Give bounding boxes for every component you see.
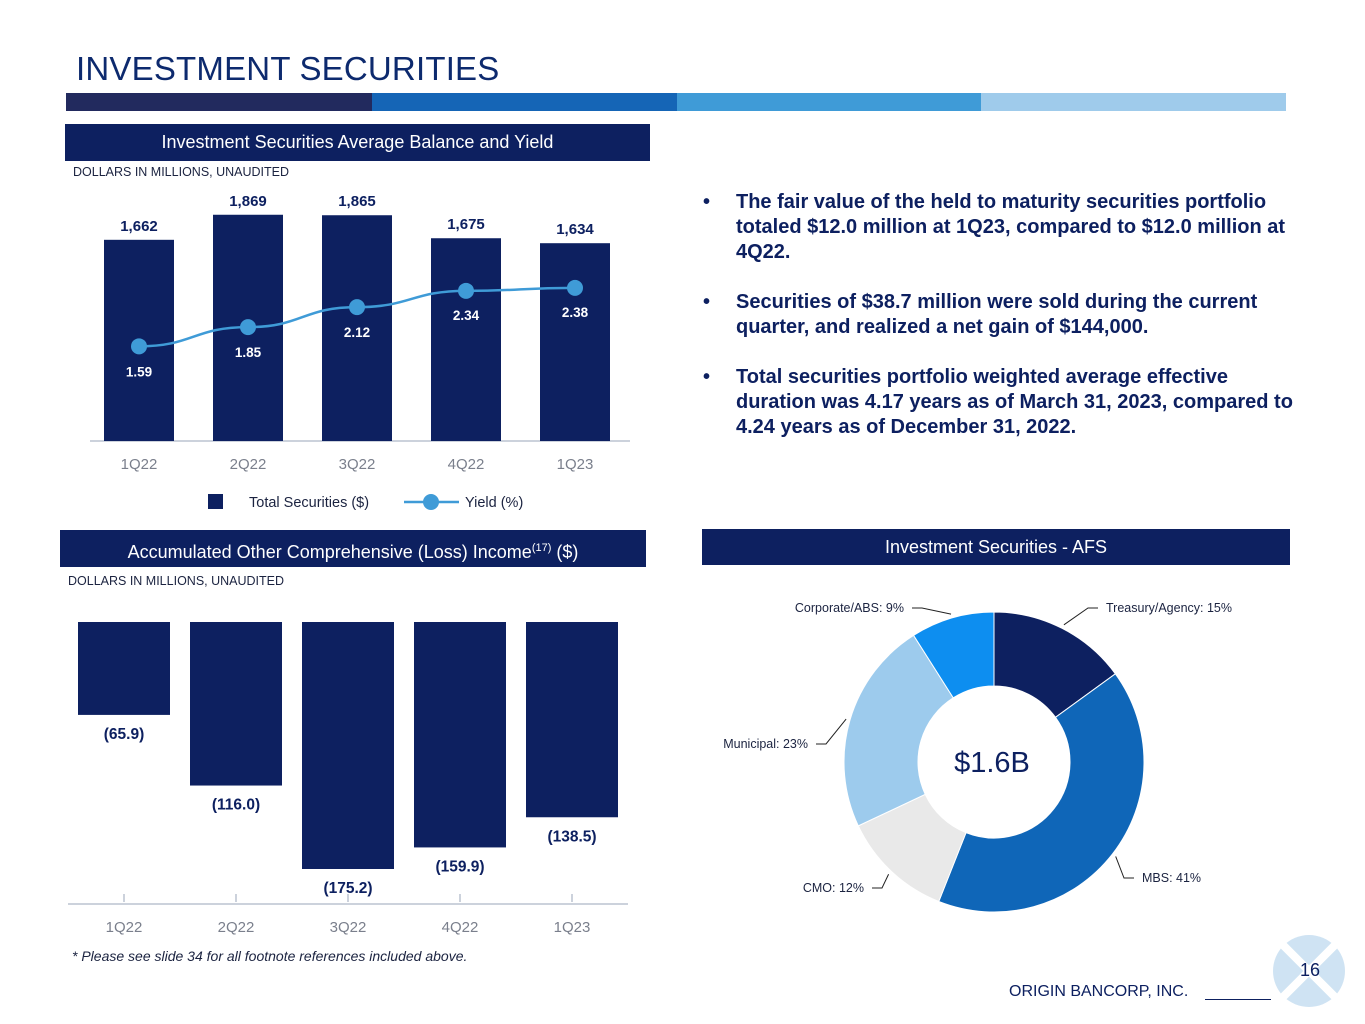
chart2-header-footnote-ref: (17) (531, 542, 552, 554)
slice-label: Corporate/ABS: 9% (795, 601, 904, 615)
bullet-item: • Securities of $38.7 million were sold d… (703, 290, 1303, 340)
bullet-glyph: • (703, 291, 711, 313)
bar-value-label: (138.5) (547, 828, 596, 845)
logo-emblem-icon (1273, 935, 1345, 1007)
bullet-item: • Total securities portfolio weighted ave… (703, 365, 1303, 440)
slice-label: Treasury/Agency: 15% (1106, 601, 1232, 615)
legend-bar-label: Total Securities ($) (249, 495, 369, 511)
x-tick-label: 1Q23 (554, 919, 591, 936)
bullet-glyph: • (703, 366, 711, 388)
donut-slice (843, 634, 954, 827)
color-band-segment (372, 93, 677, 111)
color-band-segment (66, 93, 372, 111)
x-tick-label: 1Q22 (121, 456, 158, 473)
brand-name: ORIGIN BANCORP, INC. (1009, 983, 1189, 1000)
chart3-header: Investment Securities - AFS (702, 529, 1290, 565)
bar-value-label: (116.0) (212, 797, 260, 814)
bar-total-securities (540, 243, 610, 441)
bullet-text: The fair value of the held to maturity s… (736, 191, 1286, 263)
donut-slice (938, 673, 1145, 913)
yield-point (240, 319, 256, 336)
slice-label: MBS: 41% (1142, 871, 1201, 885)
x-tick-label: 4Q22 (448, 456, 485, 473)
bar-total-securities (322, 215, 392, 441)
bar-value-label: (159.9) (435, 858, 484, 875)
bar-aoci (190, 622, 282, 786)
legend-bar-swatch (208, 494, 223, 509)
bar-value-label: 1,865 (338, 193, 376, 210)
slice-leader-line (1115, 856, 1134, 879)
slice-leader-line (816, 718, 847, 745)
legend-line-label: Yield (%) (465, 495, 523, 511)
yield-value-label: 2.12 (344, 325, 370, 340)
slice-label: CMO: 12% (803, 881, 864, 895)
yield-point (131, 338, 147, 355)
slice-label: Municipal: 23% (723, 737, 808, 751)
slice-leader-line (872, 874, 890, 889)
yield-value-label: 2.34 (453, 308, 480, 323)
afs-donut-chart: Treasury/Agency: 15% MBS: 41% CMO: 12% Muni… (723, 601, 1232, 913)
chart1-header: Investment Securities Average Balance an… (65, 124, 650, 161)
aoci-chart: (65.9) 1Q22 (116.0) 2Q22 (175.2) 3Q22 (159.9) 4… (68, 622, 628, 936)
chart2-header-text: Accumulated Other Comprehensive (Loss) I… (127, 542, 532, 562)
yield-value-label: 1.85 (235, 345, 262, 360)
legend-line-marker (423, 494, 439, 510)
chart2-header-unit: ($) (551, 542, 579, 562)
bar-aoci (78, 622, 170, 715)
yield-value-label: 2.38 (562, 305, 589, 320)
bar-value-label: 1,869 (229, 193, 267, 210)
bar-value-label: (65.9) (104, 726, 145, 743)
x-tick-label: 3Q22 (330, 919, 367, 936)
chart2-subtitle: DOLLARS IN MILLIONS, UNAUDITED (68, 574, 285, 588)
bar-value-label: 1,675 (447, 216, 485, 233)
bullet-text: Securities of $38.7 million were sold du… (736, 291, 1258, 338)
brand-underline (1205, 999, 1271, 1000)
bullet-text: Total securities portfolio weighted aver… (736, 366, 1293, 438)
slice-leader-line (912, 607, 952, 615)
chart2-header: Accumulated Other Comprehensive (Loss) I… (60, 530, 646, 567)
color-band-segment (981, 93, 1286, 111)
yield-point (349, 299, 365, 316)
bar-value-label: 1,662 (120, 218, 158, 235)
donut-center-label: $1.6B (954, 747, 1030, 779)
color-band-segment (677, 93, 981, 111)
x-tick-label: 1Q23 (557, 456, 594, 473)
bullet-glyph: • (703, 191, 711, 213)
bar-aoci (302, 622, 394, 869)
x-tick-label: 1Q22 (106, 919, 143, 936)
bar-aoci (414, 622, 506, 848)
bar-value-label: 1,634 (556, 221, 594, 238)
x-tick-label: 2Q22 (218, 919, 255, 936)
chart1-subtitle: DOLLARS IN MILLIONS, UNAUDITED (73, 165, 290, 179)
x-tick-label: 3Q22 (339, 456, 376, 473)
slice-leader-line (1063, 607, 1098, 626)
bar-total-securities (431, 238, 501, 441)
page-title: INVESTMENT SECURITIES (76, 50, 500, 87)
yield-point (458, 282, 474, 299)
yield-value-label: 1.59 (126, 364, 152, 379)
bar-value-label: (175.2) (323, 880, 372, 897)
yield-point (567, 279, 583, 296)
donut-slice (912, 611, 995, 699)
balance-yield-chart: 1,662 1Q22 1,869 2Q22 1,865 3Q22 1,675 4Q22 1,63… (90, 193, 630, 511)
commentary-bullets: • The fair value of the held to maturity … (703, 190, 1303, 465)
bullet-item: • The fair value of the held to maturity … (703, 190, 1303, 265)
x-tick-label: 2Q22 (230, 456, 267, 473)
footnote: * Please see slide 34 for all footnote r… (72, 948, 468, 964)
page-number: 16 (1299, 960, 1321, 980)
bar-aoci (526, 622, 618, 818)
x-tick-label: 4Q22 (442, 919, 479, 936)
